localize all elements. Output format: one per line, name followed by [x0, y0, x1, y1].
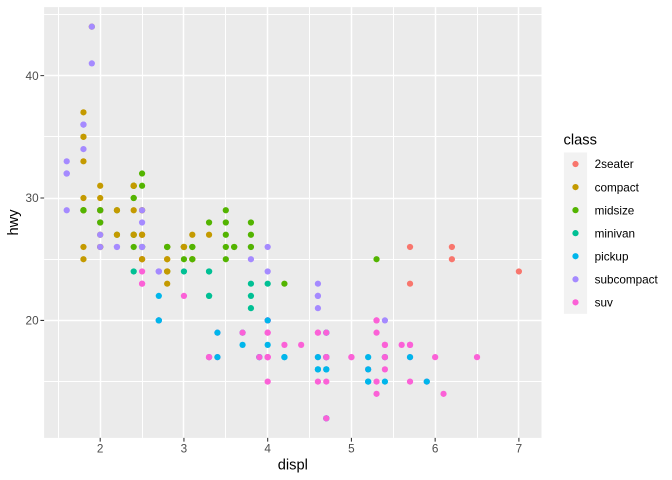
svg-text:5: 5: [348, 442, 355, 455]
svg-text:3: 3: [181, 442, 188, 455]
svg-text:6: 6: [432, 442, 439, 455]
svg-text:compact: compact: [595, 181, 640, 194]
svg-text:subcompact: subcompact: [595, 273, 659, 286]
svg-text:suv: suv: [595, 297, 613, 310]
svg-text:2: 2: [97, 442, 104, 455]
svg-text:4: 4: [264, 442, 271, 455]
svg-text:2seater: 2seater: [595, 158, 634, 171]
svg-text:pickup: pickup: [595, 250, 629, 263]
svg-text:7: 7: [516, 442, 523, 455]
svg-text:displ: displ: [278, 458, 308, 474]
svg-text:40: 40: [26, 70, 40, 83]
svg-text:minivan: minivan: [595, 227, 635, 240]
svg-text:midsize: midsize: [595, 204, 635, 217]
svg-text:20: 20: [26, 315, 40, 328]
svg-text:hwy: hwy: [6, 209, 22, 236]
svg-text:class: class: [564, 132, 597, 148]
svg-text:30: 30: [26, 192, 40, 205]
